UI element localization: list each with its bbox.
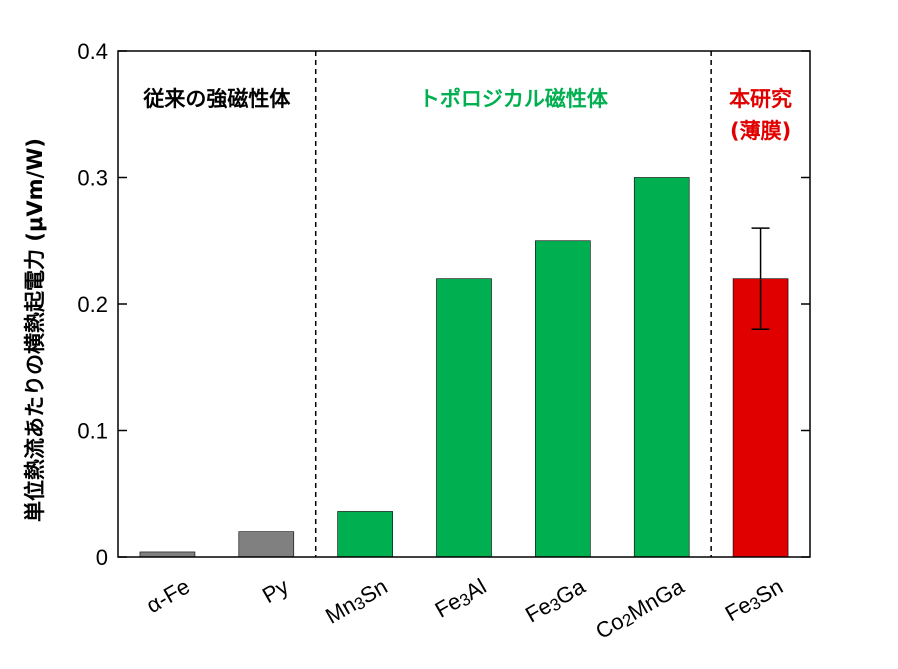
group-label-1: トポロジカル磁性体 [419,87,609,111]
x-tick-label-α-Fe: α-Fe [142,574,194,619]
x-tick-label-Co2MnGa: Co2MnGa [591,573,689,645]
bar-Mn3Sn [337,511,393,558]
group-label-2: (薄膜) [730,119,791,143]
y-tick-label: 0 [96,545,108,570]
group-label-2: 本研究 [729,87,792,111]
y-tick-label: 0.2 [77,292,108,317]
y-tick-label: 0.1 [77,419,108,444]
x-tick-label-Mn3Sn: Mn3Sn [321,574,392,630]
y-tick-label: 0.3 [77,166,108,191]
x-tick-label-Fe3Al: Fe3Al [431,574,491,624]
x-tick-label-Py: Py [258,574,293,608]
y-axis-label: 単位熱流あたりの横熱起電力 (μVm/W) [23,138,47,522]
bar-Py [238,531,295,558]
bar-Fe3Ga [535,240,591,558]
bar-α-Fe [139,551,196,558]
bar-Co2MnGa [633,177,690,558]
x-tick-label-Fe3Sn: Fe3Sn [721,574,788,628]
bar-Fe3Al [436,278,492,558]
x-tick-label-Fe3Ga: Fe3Ga [521,573,590,628]
group-label-0: 従来の強磁性体 [142,87,291,111]
y-tick-label: 0.4 [77,39,108,64]
